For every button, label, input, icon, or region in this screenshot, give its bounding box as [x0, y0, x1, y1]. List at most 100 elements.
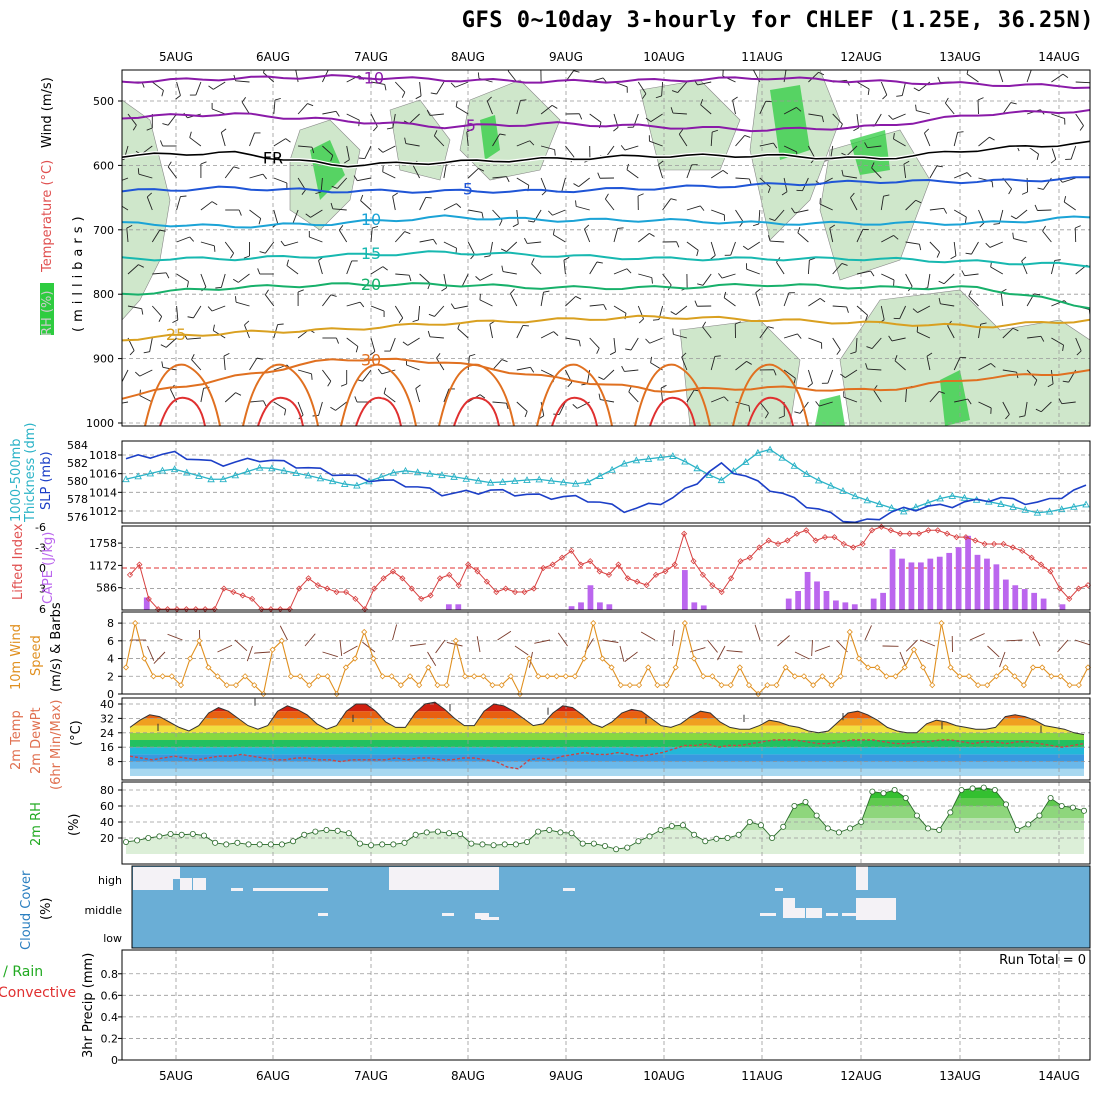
rh-marker: [535, 828, 542, 835]
convective-label: Convective: [0, 985, 76, 1001]
thickness-marker: [1082, 500, 1090, 508]
wind-barb-flag: [567, 382, 573, 388]
wind-barb: [832, 113, 843, 125]
rh-2m-label: 2m RH: [29, 802, 44, 846]
wind-barb: [881, 235, 894, 243]
li-marker: [803, 527, 810, 534]
cloud-block: [475, 913, 489, 919]
wind-barb: [867, 145, 882, 149]
wind-barb-flag: [625, 348, 632, 351]
wind-barb: [953, 132, 959, 147]
wind-barb: [152, 272, 167, 275]
wind-barb: [489, 324, 493, 339]
thickness-tick-label: 576: [67, 511, 88, 524]
rh-marker: [802, 799, 809, 806]
cape-bar: [927, 558, 934, 610]
thickness-marker: [1057, 505, 1066, 513]
wind-barb-flag: [433, 130, 438, 136]
rh-marker: [256, 841, 263, 848]
li-marker: [474, 568, 481, 575]
hot-contour: [551, 396, 598, 426]
surface-wind-panel: 0 2 4 6 8 10m Wind Speed (m/s) & Barbs: [9, 602, 1092, 701]
wind-marker: [938, 620, 945, 627]
li-marker: [944, 530, 951, 537]
surface-barb: [1074, 639, 1091, 646]
wind-barb: [845, 369, 858, 379]
wind-barb: [419, 197, 427, 211]
wind-barb: [755, 292, 761, 307]
rh-marker: [1069, 804, 1076, 811]
wind-barb-flag: [398, 317, 404, 323]
wind-marker: [122, 664, 130, 671]
thickness-marker: [547, 476, 556, 484]
wind-barb: [322, 110, 337, 115]
wind-barb-flag: [212, 324, 215, 331]
wind-barb-flag: [486, 96, 492, 102]
surface-barb: [217, 644, 233, 653]
wind-barb: [808, 113, 823, 117]
wind-barb: [578, 177, 590, 187]
lifted-index-label: Lifted Index: [11, 523, 26, 600]
wind-barb-flag: [926, 352, 933, 357]
wind-barb: [297, 177, 306, 191]
wind-barb: [1042, 230, 1052, 243]
rh-marker: [913, 812, 920, 819]
cloud-unit-label: (%): [39, 898, 54, 921]
wind-barb: [807, 369, 813, 384]
wind-marker: [974, 682, 982, 689]
wind-barb: [506, 241, 518, 252]
cape-tick-label: 586: [96, 582, 117, 595]
wind-marker: [709, 673, 716, 680]
wind-panel-background: [122, 612, 1090, 694]
rh-marker: [200, 832, 207, 839]
li-tick-label: 6: [39, 603, 46, 616]
wind-barb-flag: [211, 201, 218, 206]
thickness-marker: [268, 464, 276, 472]
li-marker: [756, 544, 763, 551]
wind-barb-flag: [143, 351, 150, 354]
wind-barb: [998, 70, 1004, 83]
wind-barb: [702, 273, 712, 286]
wind-barb: [297, 103, 308, 115]
wind-barb: [370, 337, 376, 352]
wind-marker: [837, 673, 844, 680]
thickness-marker: [316, 474, 325, 482]
wind-marker: [232, 682, 240, 689]
wind-barb-flag: [135, 371, 141, 377]
wind-barb-flag: [426, 109, 431, 116]
wind-barb-flag: [723, 291, 727, 298]
li-marker: [314, 582, 321, 589]
cape-bar: [936, 556, 943, 610]
tick-label: 800: [93, 288, 114, 301]
wind-barb: [360, 200, 372, 211]
wind-barb: [735, 401, 750, 407]
wind-barb-flag: [818, 71, 825, 76]
surface-barb: [279, 625, 288, 641]
wind-marker: [672, 664, 679, 671]
cape-bar: [578, 602, 584, 610]
wind-barb-flag: [338, 225, 344, 231]
rh-shaded-area: [819, 129, 931, 281]
wind-barb-flag: [311, 147, 315, 154]
li-marker: [568, 547, 575, 554]
rh-marker: [891, 787, 898, 794]
surface-barb: [497, 630, 512, 641]
wind-barb: [1041, 401, 1052, 413]
cape-bar: [851, 604, 858, 610]
wind-marker: [168, 673, 175, 680]
surface-barb: [534, 639, 551, 644]
rh-marker: [769, 835, 776, 842]
wind-barb: [346, 145, 350, 160]
li-marker: [643, 582, 650, 589]
precip-unit-label: 3hr Precip (mm): [81, 953, 96, 1058]
rh-marker: [657, 827, 664, 834]
wind-marker: [727, 682, 734, 689]
slp-ticks: 576 578 580 582 584 1012 1014 1016 1018: [67, 439, 122, 524]
wind-barb-flag: [500, 248, 507, 252]
wind-10m-label: 10m Wind: [9, 624, 24, 690]
wind-barb: [531, 263, 542, 275]
date-label: 7AUG: [354, 1069, 388, 1083]
wind-marker: [342, 664, 349, 671]
wind-barb-flag: [256, 357, 263, 360]
